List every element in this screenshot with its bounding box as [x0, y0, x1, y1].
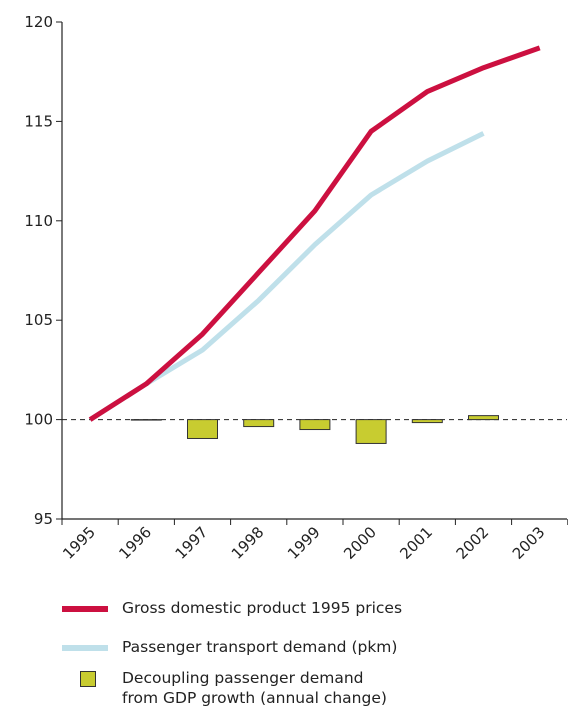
x-tick-label: 1999: [284, 523, 324, 563]
line: [88, 131, 485, 422]
bar: [299, 419, 331, 431]
bar: [411, 419, 443, 424]
line: [88, 45, 541, 422]
bar: [130, 419, 162, 421]
y-tick-label: 120: [24, 13, 53, 31]
y-tick-label: 110: [24, 212, 53, 230]
y-tick-label: 105: [24, 311, 53, 329]
x-tick-label: 2000: [340, 523, 380, 563]
y-tick-label: 100: [24, 411, 53, 429]
bar: [187, 419, 218, 439]
x-tick-label: 2002: [453, 523, 493, 563]
y-tick-label: 115: [24, 112, 53, 130]
x-tick-label: 1998: [228, 523, 268, 563]
x-tick-label: 2001: [396, 523, 436, 563]
legend-swatch: [62, 645, 108, 651]
bar: [243, 419, 275, 428]
y-tick-label: 95: [34, 510, 53, 528]
x-tick-label: 1996: [115, 523, 155, 563]
legend-label: Decoupling passenger demand from GDP gro…: [122, 669, 387, 707]
legend-swatch: [80, 671, 96, 687]
legend-swatch: [62, 606, 108, 612]
bar: [355, 419, 387, 444]
legend-label: Gross domestic product 1995 prices: [122, 599, 403, 617]
chart: 95 100 105 110 115 120 1995 1996 1997 1998 1999 200…: [24, 13, 568, 563]
x-tick-label: 2003: [509, 523, 549, 563]
x-tick-label: 1995: [59, 523, 99, 563]
x-tick-label: 1997: [172, 523, 212, 563]
legend-label: Passenger transport demand (pkm): [122, 638, 398, 656]
bar: [468, 415, 499, 421]
